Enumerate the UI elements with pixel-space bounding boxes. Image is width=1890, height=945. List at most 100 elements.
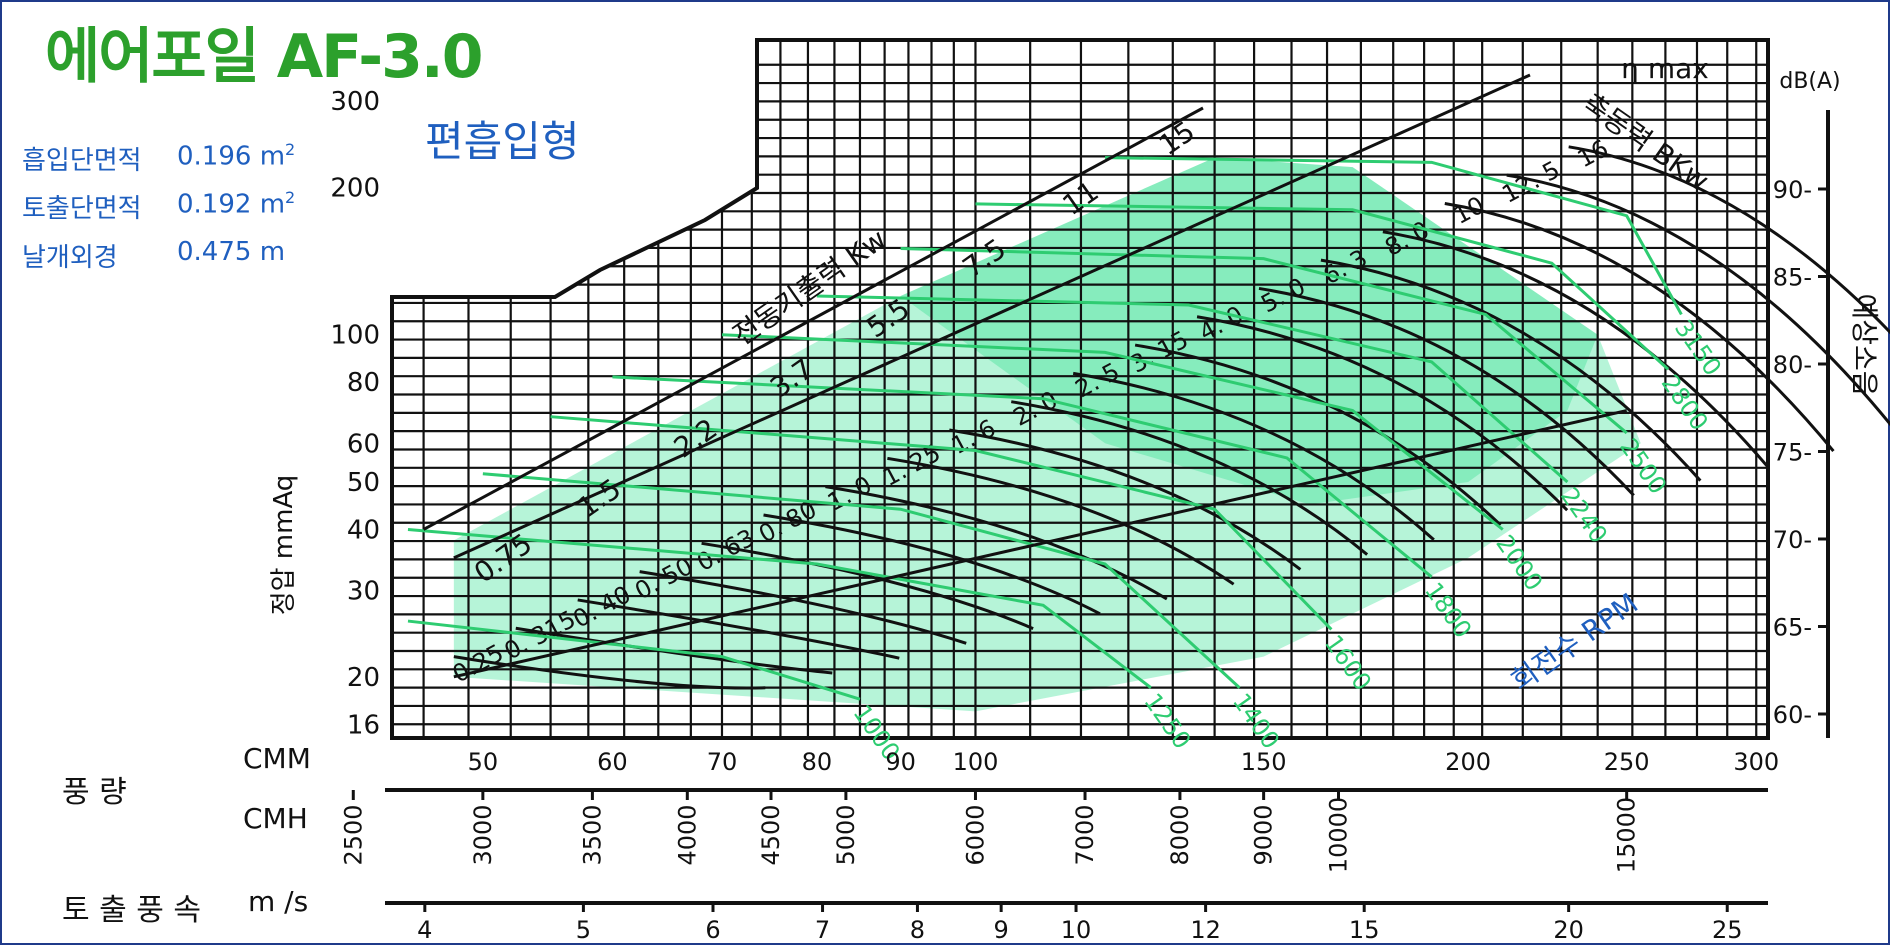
- power-curve: [701, 541, 1034, 630]
- noise-tick-label: 80-: [1773, 351, 1812, 379]
- velocity-unit: m /s: [248, 885, 309, 918]
- power-curve: [763, 513, 1101, 616]
- noise-unit-label: dB(A): [1779, 69, 1840, 94]
- cmm-tick-label: 70: [707, 748, 738, 776]
- noise-tick-label: 60-: [1773, 701, 1812, 729]
- velocity-tick-label: 10: [1061, 916, 1092, 944]
- power-curve: [515, 626, 833, 675]
- cmh-tick-label: 10000: [1325, 797, 1353, 873]
- cmm-tick-label: 200: [1445, 748, 1491, 776]
- y-tick-label: 200: [330, 173, 380, 203]
- spec-blade-diameter-value: 0.475 m: [177, 237, 286, 267]
- rpm-curve: [900, 247, 1628, 435]
- rpm-curve: [550, 415, 1333, 631]
- y-tick-label: 50: [347, 468, 380, 498]
- cmm-tick-label: 100: [953, 748, 999, 776]
- cmh-tick-label: 5000: [832, 804, 860, 865]
- cmh-tick-label: 9000: [1250, 804, 1278, 865]
- y-tick-label: 80: [347, 368, 380, 398]
- spec-blade-diameter-label: 날개외경: [22, 243, 118, 273]
- y-tick-label: 100: [330, 321, 380, 351]
- y-tick-label: 16: [347, 710, 380, 740]
- power-curve: [1320, 258, 1702, 482]
- cmh-tick-label: 3000: [469, 804, 497, 865]
- chart-title: 에어포일 AF-3.0: [45, 22, 483, 92]
- y-tick-label: 60: [347, 429, 380, 459]
- rpm-curve: [482, 472, 1241, 689]
- velocity-tick-label: 20: [1553, 916, 1584, 944]
- power-curve: [825, 485, 1168, 601]
- velocity-tick-label: 7: [815, 916, 830, 944]
- cmh-tick-label: 4500: [757, 804, 785, 865]
- cmh-tick-label: 15000: [1613, 797, 1641, 873]
- velocity-tick-label: 5: [576, 916, 591, 944]
- rpm-curve: [816, 294, 1569, 484]
- y-tick-label: 300: [330, 87, 380, 117]
- cmm-tick-label: 250: [1604, 748, 1650, 776]
- power-curve: [949, 428, 1302, 571]
- velocity-tick-label: 4: [417, 916, 432, 944]
- power-curve: [1072, 371, 1435, 541]
- spec-outlet-area-label: 토출단면적: [22, 194, 142, 224]
- power-curve: [1196, 315, 1569, 512]
- rpm-curve: [612, 375, 1433, 579]
- cmh-tick-label: 2500: [339, 804, 367, 865]
- chart-subtitle: 편흡입형: [425, 117, 580, 166]
- y-tick-label: 30: [347, 577, 380, 607]
- noise-tick-label: 65-: [1773, 614, 1812, 642]
- cmh-tick-label: 4000: [673, 804, 701, 865]
- velocity-tick-label: 6: [705, 916, 720, 944]
- power-curve: [1568, 145, 1890, 335]
- power-curve: [1258, 286, 1635, 497]
- velocity-tick-label: 8: [910, 916, 925, 944]
- rpm-curve: [975, 202, 1670, 371]
- airflow-label: 풍 량: [62, 775, 127, 810]
- noise-tick-label: 70-: [1773, 526, 1812, 554]
- velocity-tick-label: 15: [1349, 916, 1380, 944]
- spec-outlet-area-value: 0.192 m: [177, 189, 286, 220]
- velocity-tick-label: 25: [1712, 916, 1743, 944]
- cmh-tick-label: 6000: [961, 804, 989, 865]
- spec-outlet-area-sup: 2: [285, 188, 296, 207]
- cmm-tick-label: 150: [1241, 748, 1287, 776]
- y-axis-label: 정압 mmAq: [269, 475, 299, 616]
- power-curve: [1444, 201, 1835, 452]
- cmh-tick-label: 3500: [578, 804, 606, 865]
- power-curve: [639, 570, 967, 645]
- noise-axis-label: 예상소음: [1848, 293, 1881, 396]
- motor-band-upper: [422, 106, 1204, 531]
- power-curve: [577, 598, 900, 660]
- power-curve: [1011, 400, 1369, 556]
- velocity-tick-label: 9: [994, 916, 1009, 944]
- motor-band-lower: [453, 73, 1531, 560]
- cmm-tick-label: 50: [468, 748, 499, 776]
- noise-tick-label: 90-: [1773, 176, 1812, 204]
- noise-tick-label: 85-: [1773, 264, 1812, 292]
- spec-inlet-area-label: 흡입단면적: [22, 146, 142, 176]
- noise-tick-label: 75-: [1773, 439, 1812, 467]
- spec-outlet-area: 토출단면적 0.192 m2: [22, 188, 295, 225]
- rpm-curve: [407, 527, 1152, 689]
- rpm-curve: [1105, 156, 1683, 316]
- spec-inlet-area-value: 0.196 m: [177, 141, 286, 172]
- cmm-tick-label: 300: [1733, 748, 1779, 776]
- velocity-label: 토 출 풍 속: [62, 893, 202, 928]
- velocity-tick-label: 12: [1190, 916, 1221, 944]
- spec-inlet-area: 흡입단면적 0.196 m2: [22, 140, 295, 177]
- cmh-label: CMH: [243, 802, 308, 835]
- spec-blade-diameter: 날개외경 0.475 m: [22, 237, 285, 274]
- cmm-tick-label: 80: [802, 748, 833, 776]
- power-curve: [1506, 173, 1890, 427]
- power-curve: [1382, 230, 1769, 467]
- rpm-curve: [721, 333, 1504, 531]
- cmh-tick-label: 8000: [1166, 804, 1194, 865]
- cmh-tick-label: 7000: [1071, 804, 1099, 865]
- cmm-tick-label: 90: [885, 748, 916, 776]
- spec-inlet-area-sup: 2: [285, 140, 296, 159]
- y-tick-label: 20: [347, 663, 380, 693]
- cmm-tick-label: 60: [597, 748, 628, 776]
- rpm-band-lower: [453, 409, 1628, 679]
- y-tick-label: 40: [347, 515, 380, 545]
